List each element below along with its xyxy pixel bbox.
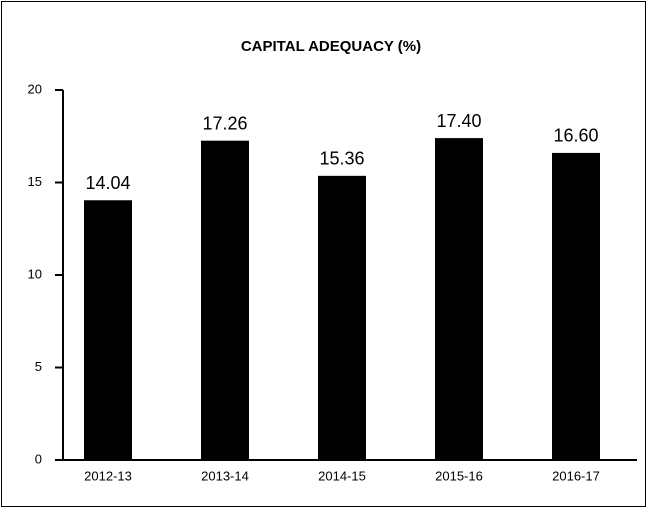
x-tick-label: 2015-16 <box>435 468 483 483</box>
bar <box>201 140 249 460</box>
chart-title: CAPITAL ADEQUACY (%) <box>241 38 421 55</box>
value-label: 14.04 <box>85 173 130 193</box>
bar <box>435 138 483 460</box>
value-label: 17.26 <box>202 113 247 133</box>
value-label: 17.40 <box>436 111 481 131</box>
x-tick-label: 2013-14 <box>201 468 249 483</box>
x-tick-label: 2012-13 <box>84 468 132 483</box>
y-tick-label: 20 <box>28 81 42 96</box>
value-label: 16.60 <box>553 126 598 146</box>
bar <box>552 152 600 460</box>
bar <box>84 200 132 460</box>
y-tick-label: 10 <box>28 266 42 281</box>
x-tick-label: 2014-15 <box>318 468 366 483</box>
y-tick-label: 5 <box>35 359 42 374</box>
x-tick-label: 2016-17 <box>552 468 600 483</box>
y-tick-label: 15 <box>28 174 42 189</box>
y-tick-label: 0 <box>35 451 42 466</box>
value-label: 15.36 <box>319 149 364 169</box>
bar <box>318 175 366 460</box>
